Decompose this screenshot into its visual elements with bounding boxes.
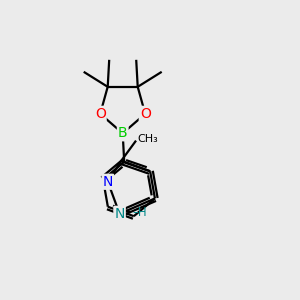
Text: O: O [95, 107, 106, 121]
Text: CH₃: CH₃ [137, 134, 158, 144]
Text: N: N [114, 207, 125, 221]
Text: B: B [118, 126, 128, 140]
Text: –H: –H [132, 206, 147, 219]
Text: N: N [103, 175, 113, 189]
Text: O: O [140, 107, 151, 121]
